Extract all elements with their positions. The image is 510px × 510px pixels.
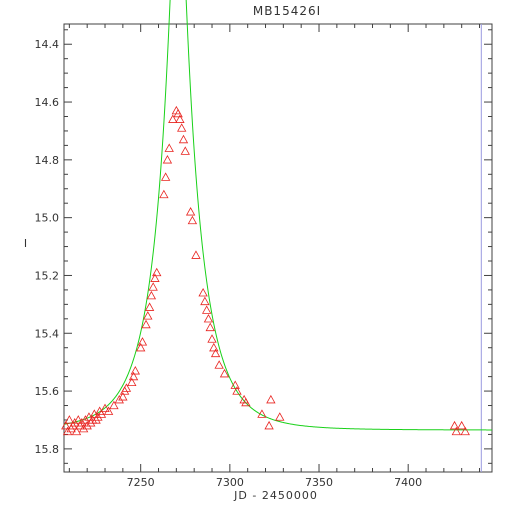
y-tick-label: 15.0 — [35, 212, 60, 225]
data-point — [100, 403, 110, 413]
data-point — [141, 319, 151, 329]
data-point — [137, 337, 148, 346]
data-point — [150, 273, 160, 282]
y-tick-label: 15.8 — [35, 443, 60, 456]
y-axis-ticks: 14.4 14.6 14.8 15.0 15.2 15.4 15.6 15.8 — [35, 29, 492, 464]
data-point — [451, 426, 462, 436]
data-point — [128, 371, 139, 381]
plot-frame — [63, 23, 493, 473]
data-point — [241, 397, 251, 407]
y-axis-label: I — [24, 237, 28, 250]
data-point — [207, 334, 217, 343]
data-point — [219, 368, 230, 378]
data-point — [70, 418, 80, 427]
data-point — [209, 342, 219, 352]
y-tick-label: 14.4 — [35, 38, 60, 51]
model-curve — [63, 0, 493, 431]
data-point — [185, 207, 196, 216]
x-tick-label: 7300 — [216, 476, 244, 489]
data-point — [73, 415, 83, 424]
data-point — [62, 426, 73, 436]
data-point — [162, 155, 173, 164]
data-point — [121, 383, 132, 392]
chart-title: MB15426I — [253, 4, 321, 18]
data-point — [160, 172, 171, 181]
data-points-layer — [61, 105, 470, 436]
data-point — [109, 400, 119, 410]
data-point — [130, 366, 141, 375]
data-point — [264, 420, 274, 430]
data-point — [201, 305, 212, 314]
y-tick-label: 15.6 — [35, 385, 60, 398]
data-point — [152, 267, 162, 277]
data-point — [114, 394, 124, 404]
data-point — [200, 296, 210, 306]
data-point — [127, 377, 137, 387]
data-point — [232, 386, 242, 395]
data-point — [136, 342, 146, 352]
data-point — [177, 123, 187, 132]
y-tick-label: 15.4 — [35, 327, 60, 340]
data-point — [457, 420, 467, 430]
data-point — [103, 406, 114, 415]
data-point — [198, 287, 208, 297]
data-point — [71, 426, 82, 436]
x-tick-label: 7250 — [127, 476, 155, 489]
data-point — [191, 250, 201, 259]
x-axis-ticks: 7250 7300 7350 7400 — [68, 24, 481, 489]
data-point — [164, 143, 174, 152]
data-point — [168, 114, 178, 123]
x-tick-label: 7400 — [394, 476, 422, 489]
data-point — [143, 311, 153, 320]
data-point — [449, 420, 460, 430]
y-tick-label: 14.8 — [35, 154, 60, 167]
data-point — [180, 146, 190, 155]
data-point — [159, 189, 169, 199]
data-point — [82, 420, 92, 430]
data-point — [148, 282, 158, 291]
data-point — [77, 418, 87, 427]
data-point — [460, 426, 470, 436]
plot-border — [63, 23, 493, 473]
data-point — [64, 415, 75, 424]
data-point — [80, 415, 91, 424]
data-point — [210, 348, 221, 358]
data-point — [266, 394, 276, 404]
model-curve-layer — [63, 0, 493, 431]
data-point — [275, 412, 285, 421]
data-point — [78, 423, 89, 433]
data-point — [173, 108, 183, 118]
data-point — [214, 360, 224, 369]
y-tick-label: 14.6 — [35, 96, 60, 109]
data-point — [257, 409, 267, 418]
data-point — [93, 412, 103, 421]
data-point — [230, 380, 240, 389]
data-point — [205, 322, 215, 332]
data-point — [118, 392, 128, 401]
data-point — [96, 409, 107, 418]
x-tick-label: 7350 — [305, 476, 333, 489]
data-point — [178, 134, 189, 144]
x-axis-label: JD - 2450000 — [233, 489, 318, 502]
data-point — [144, 302, 155, 311]
data-point — [187, 215, 198, 225]
data-point — [61, 420, 71, 430]
y-tick-label: 15.2 — [35, 269, 60, 282]
data-point — [203, 313, 214, 323]
data-point — [175, 114, 185, 123]
data-point — [146, 290, 157, 300]
